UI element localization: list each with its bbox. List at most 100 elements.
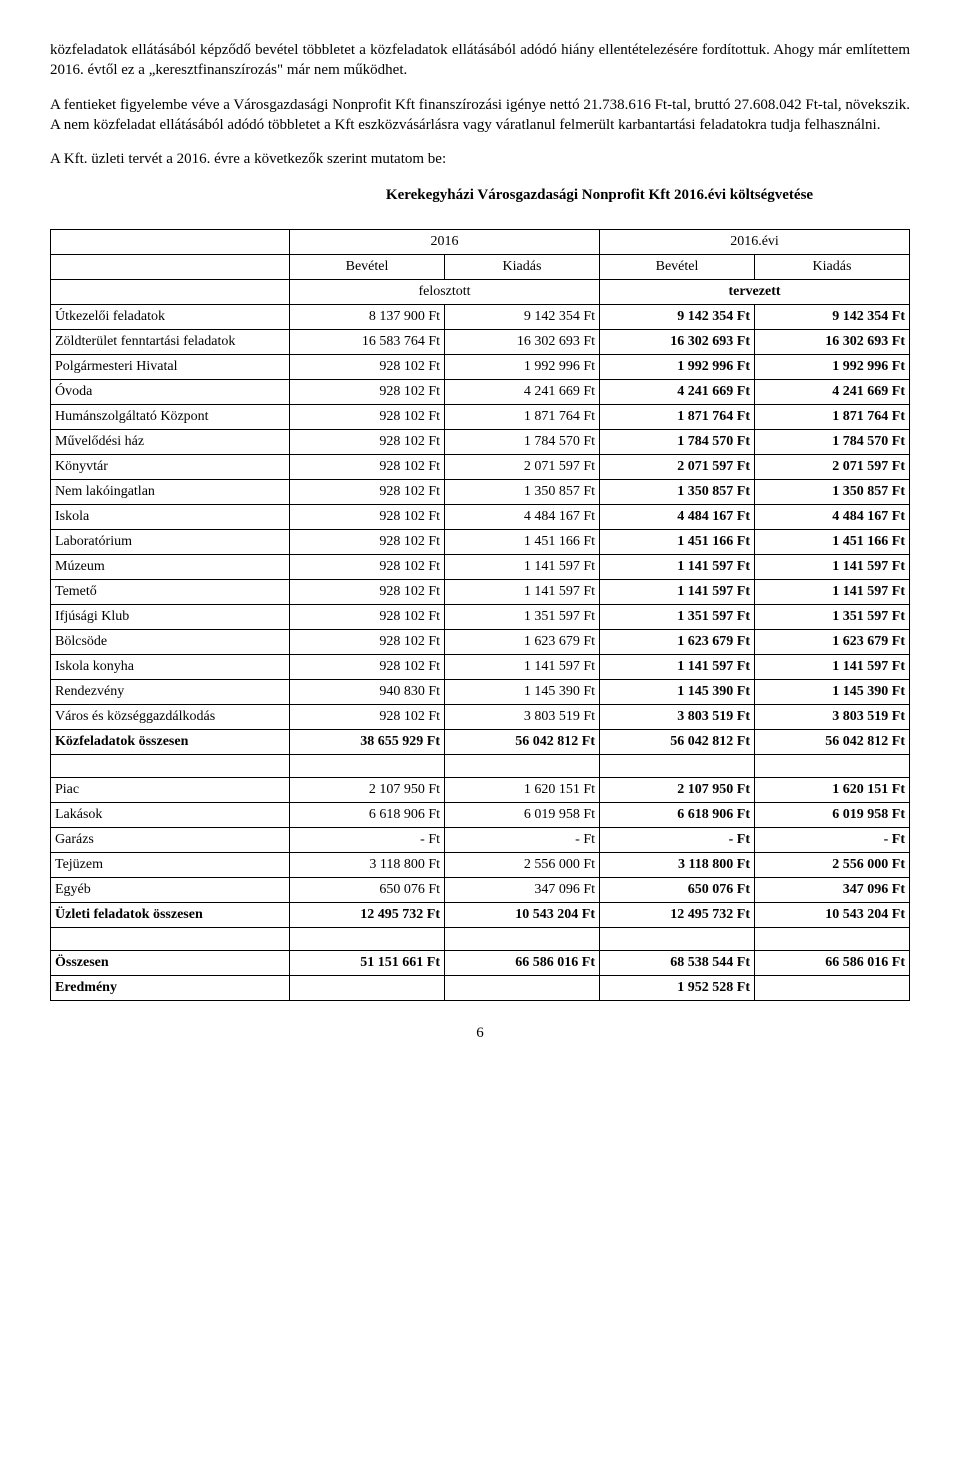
table-row: Zöldterület fenntartási feladatok16 583 …	[51, 330, 910, 355]
table-row: Ifjúsági Klub928 102 Ft1 351 597 Ft1 351…	[51, 605, 910, 630]
cell-d	[755, 976, 910, 1001]
cell-b: 1 141 597 Ft	[445, 555, 600, 580]
budget-table: Kerekegyházi Városgazdasági Nonprofit Kf…	[50, 183, 910, 1001]
table-row: Iskola928 102 Ft4 484 167 Ft4 484 167 Ft…	[51, 505, 910, 530]
table-row: Város és községgazdálkodás928 102 Ft3 80…	[51, 705, 910, 730]
cell-a: 928 102 Ft	[290, 455, 445, 480]
row-kozfeladatok-osszesen: Közfeladatok összesen 38 655 929 Ft 56 0…	[51, 730, 910, 755]
cell-b: 4 484 167 Ft	[445, 505, 600, 530]
cell-label: Tejüzem	[51, 853, 290, 878]
cell-c: 16 302 693 Ft	[600, 330, 755, 355]
table-row: Garázs- Ft- Ft- Ft- Ft	[51, 828, 910, 853]
cell-label: Üzleti feladatok összesen	[51, 903, 290, 928]
cell-a: 928 102 Ft	[290, 480, 445, 505]
header-cols-row: Bevétel Kiadás Bevétel Kiadás	[51, 255, 910, 280]
cell-a: 940 830 Ft	[290, 680, 445, 705]
cell-c: 12 495 732 Ft	[600, 903, 755, 928]
paragraph-3: A Kft. üzleti tervét a 2016. évre a köve…	[50, 149, 910, 169]
cell-b: 3 803 519 Ft	[445, 705, 600, 730]
cell-d: 347 096 Ft	[755, 878, 910, 903]
cell-a: 650 076 Ft	[290, 878, 445, 903]
cell-b	[445, 976, 600, 1001]
cell-d: - Ft	[755, 828, 910, 853]
table-row: Rendezvény940 830 Ft1 145 390 Ft1 145 39…	[51, 680, 910, 705]
cell-label: Eredmény	[51, 976, 290, 1001]
table-row: Egyéb650 076 Ft347 096 Ft650 076 Ft347 0…	[51, 878, 910, 903]
cell-a: 8 137 900 Ft	[290, 305, 445, 330]
table-row: Tejüzem3 118 800 Ft2 556 000 Ft3 118 800…	[51, 853, 910, 878]
cell-c: 1 871 764 Ft	[600, 405, 755, 430]
hdr-year-2016: 2016	[290, 230, 600, 255]
cell-d: 4 484 167 Ft	[755, 505, 910, 530]
row-uzleti-osszesen: Üzleti feladatok összesen 12 495 732 Ft …	[51, 903, 910, 928]
cell-d: 1 145 390 Ft	[755, 680, 910, 705]
cell-a: 16 583 764 Ft	[290, 330, 445, 355]
table-row: Múzeum928 102 Ft1 141 597 Ft1 141 597 Ft…	[51, 555, 910, 580]
cell-c: 1 623 679 Ft	[600, 630, 755, 655]
cell-a: 928 102 Ft	[290, 630, 445, 655]
cell-c: 56 042 812 Ft	[600, 730, 755, 755]
cell-a	[290, 976, 445, 1001]
cell-label: Ifjúsági Klub	[51, 605, 290, 630]
cell-a: 6 618 906 Ft	[290, 803, 445, 828]
cell-b: 347 096 Ft	[445, 878, 600, 903]
table-row: Iskola konyha928 102 Ft1 141 597 Ft1 141…	[51, 655, 910, 680]
cell-d: 1 620 151 Ft	[755, 778, 910, 803]
cell-a: 928 102 Ft	[290, 405, 445, 430]
cell-label: Város és községgazdálkodás	[51, 705, 290, 730]
cell-c: 1 141 597 Ft	[600, 555, 755, 580]
cell-label: Óvoda	[51, 380, 290, 405]
cell-c: 68 538 544 Ft	[600, 951, 755, 976]
cell-d: 1 141 597 Ft	[755, 580, 910, 605]
cell-c: 4 484 167 Ft	[600, 505, 755, 530]
cell-label: Polgármesteri Hivatal	[51, 355, 290, 380]
cell-label: Rendezvény	[51, 680, 290, 705]
cell-a: 51 151 661 Ft	[290, 951, 445, 976]
cell-d: 1 350 857 Ft	[755, 480, 910, 505]
hdr-tervezett: tervezett	[600, 280, 910, 305]
table-row: Polgármesteri Hivatal928 102 Ft1 992 996…	[51, 355, 910, 380]
row-osszesen: Összesen 51 151 661 Ft 66 586 016 Ft 68 …	[51, 951, 910, 976]
table-row: Laboratórium928 102 Ft1 451 166 Ft1 451 …	[51, 530, 910, 555]
cell-c: 650 076 Ft	[600, 878, 755, 903]
cell-d: 1 141 597 Ft	[755, 655, 910, 680]
cell-b: 9 142 354 Ft	[445, 305, 600, 330]
cell-b: 1 992 996 Ft	[445, 355, 600, 380]
paragraph-2: A fentieket figyelembe véve a Városgazda…	[50, 95, 910, 136]
cell-b: 1 784 570 Ft	[445, 430, 600, 455]
cell-d: 1 623 679 Ft	[755, 630, 910, 655]
spacer-row	[51, 928, 910, 951]
cell-label: Közfeladatok összesen	[51, 730, 290, 755]
hdr-kiadas-1: Kiadás	[445, 255, 600, 280]
cell-d: 16 302 693 Ft	[755, 330, 910, 355]
cell-c: 3 803 519 Ft	[600, 705, 755, 730]
cell-c: 1 141 597 Ft	[600, 580, 755, 605]
cell-c: 1 141 597 Ft	[600, 655, 755, 680]
cell-label: Humánszolgáltató Központ	[51, 405, 290, 430]
cell-label: Összesen	[51, 951, 290, 976]
hdr-year-2016evi: 2016.évi	[600, 230, 910, 255]
cell-b: 6 019 958 Ft	[445, 803, 600, 828]
cell-label: Temető	[51, 580, 290, 605]
header-year-row: 2016 2016.évi	[51, 230, 910, 255]
cell-d: 1 784 570 Ft	[755, 430, 910, 455]
table-row: Óvoda928 102 Ft4 241 669 Ft4 241 669 Ft4…	[51, 380, 910, 405]
cell-b: 1 141 597 Ft	[445, 655, 600, 680]
cell-label: Garázs	[51, 828, 290, 853]
cell-d: 2 071 597 Ft	[755, 455, 910, 480]
cell-a: 38 655 929 Ft	[290, 730, 445, 755]
row-eredmeny: Eredmény 1 952 528 Ft	[51, 976, 910, 1001]
cell-a: 928 102 Ft	[290, 605, 445, 630]
cell-d: 66 586 016 Ft	[755, 951, 910, 976]
cell-c: 1 451 166 Ft	[600, 530, 755, 555]
cell-b: 2 071 597 Ft	[445, 455, 600, 480]
cell-d: 1 141 597 Ft	[755, 555, 910, 580]
cell-a: - Ft	[290, 828, 445, 853]
table-row: Bölcsöde928 102 Ft1 623 679 Ft1 623 679 …	[51, 630, 910, 655]
cell-c: 1 351 597 Ft	[600, 605, 755, 630]
cell-b: 56 042 812 Ft	[445, 730, 600, 755]
cell-a: 12 495 732 Ft	[290, 903, 445, 928]
cell-c: 1 784 570 Ft	[600, 430, 755, 455]
cell-b: 1 350 857 Ft	[445, 480, 600, 505]
cell-b: 1 620 151 Ft	[445, 778, 600, 803]
